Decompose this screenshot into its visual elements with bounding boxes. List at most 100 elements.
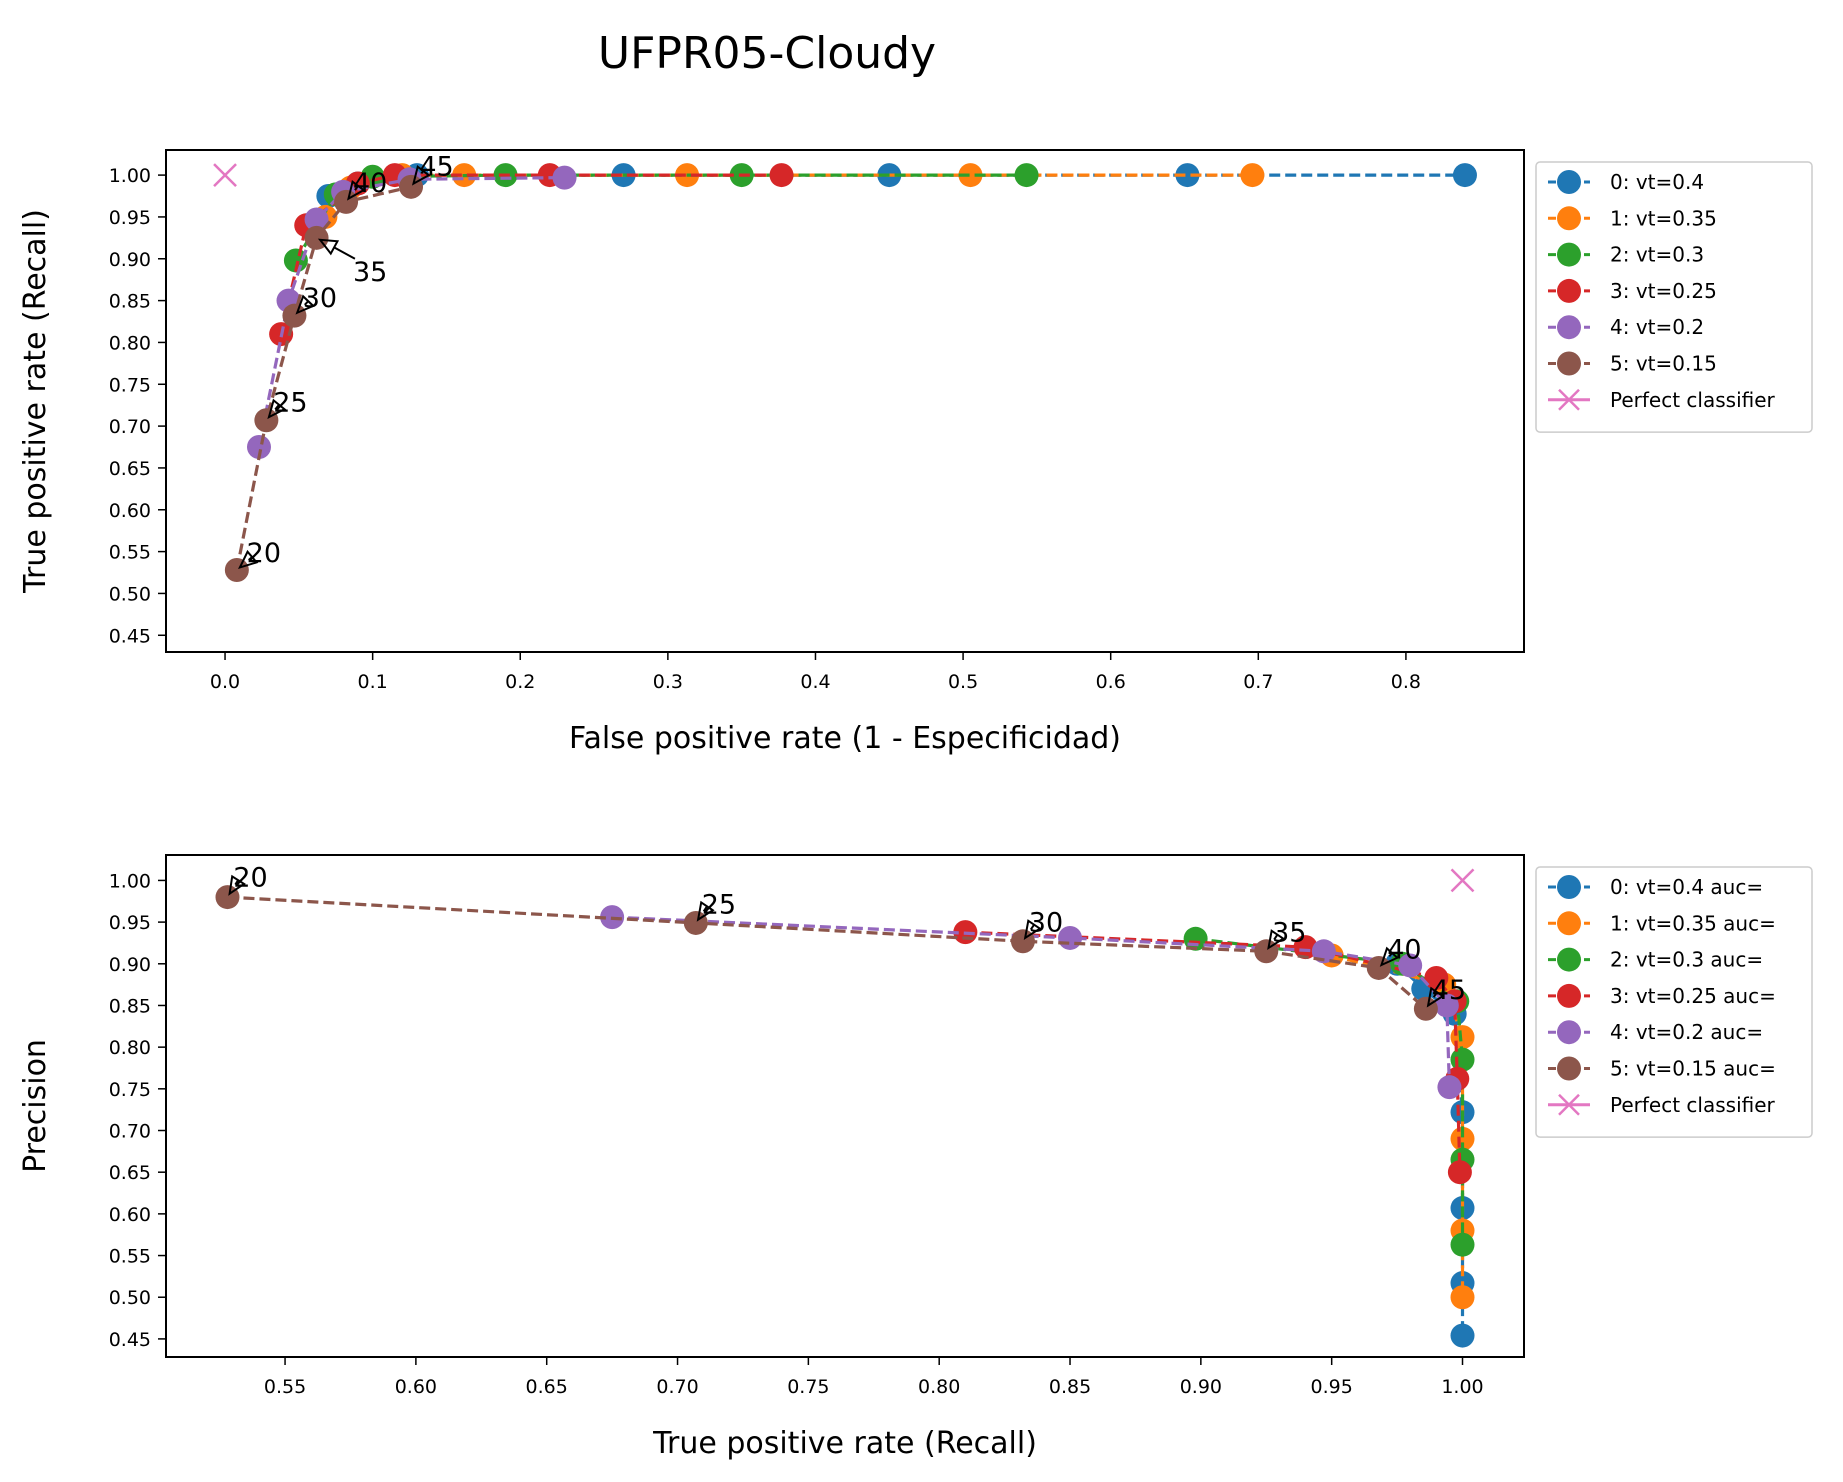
pr-legend-item: Perfect classifier bbox=[1548, 1093, 1776, 1117]
roc-legend-item: 2: vt=0.3 bbox=[1548, 242, 1704, 267]
roc-legend-item: 0: vt=0.4 bbox=[1548, 170, 1704, 194]
roc-y-tick-label: 0.70 bbox=[109, 416, 151, 438]
roc-legend-swatch bbox=[1557, 170, 1581, 194]
roc-data-point bbox=[224, 558, 249, 583]
pr-data-point bbox=[1293, 935, 1318, 960]
roc-plot-frame bbox=[165, 149, 1525, 653]
pr-annotation-label: 30 bbox=[1029, 908, 1063, 939]
pr-y-tick-label: 1.00 bbox=[109, 870, 151, 892]
pr-data-point bbox=[1398, 953, 1423, 978]
pr-series-4 bbox=[600, 905, 1462, 1100]
roc-annotation: 30 bbox=[295, 283, 337, 315]
pr-x-tick-label: 0.70 bbox=[656, 1376, 698, 1398]
pr-y-tick-label: 0.80 bbox=[109, 1037, 151, 1059]
pr-data-point bbox=[1447, 1160, 1472, 1185]
roc-legend-label: 1: vt=0.35 bbox=[1610, 206, 1717, 230]
pr-series-line bbox=[1195, 937, 1465, 1245]
pr-legend-item: 5: vt=0.15 auc= bbox=[1548, 1056, 1776, 1081]
pr-x-tick-label: 1.00 bbox=[1441, 1376, 1483, 1398]
pr-legend-swatch bbox=[1557, 947, 1581, 972]
roc-y-tick-label: 0.50 bbox=[109, 583, 151, 605]
pr-legend-swatch bbox=[1557, 875, 1581, 899]
roc-y-tick-label: 0.75 bbox=[109, 374, 151, 396]
roc-data-point bbox=[1014, 163, 1039, 188]
roc-data-point bbox=[304, 207, 329, 232]
roc-plot-area bbox=[213, 163, 1477, 583]
pr-y-tick-label: 0.95 bbox=[109, 912, 151, 934]
pr-annotation: 35 bbox=[1267, 918, 1306, 951]
roc-legend: 0: vt=0.4 1: vt=0.35 2: vt=0.3 3: vt=0.25 4:… bbox=[1535, 161, 1813, 433]
pr-annotation: 45 bbox=[1426, 975, 1466, 1008]
roc-y-tick-label: 0.60 bbox=[109, 500, 151, 522]
pr-data-point bbox=[1311, 939, 1336, 964]
roc-legend-swatch bbox=[1557, 351, 1581, 376]
roc-x-tick-label: 0.5 bbox=[948, 671, 978, 693]
pr-x-tick-label: 0.85 bbox=[1049, 1376, 1091, 1398]
pr-y-tick-label: 0.75 bbox=[109, 1079, 151, 1101]
pr-data-point bbox=[1434, 993, 1459, 1018]
pr-x-axis-label: True positive rate (Recall) bbox=[652, 1426, 1037, 1461]
pr-data-point bbox=[1450, 1126, 1475, 1151]
pr-y-tick-label: 0.45 bbox=[109, 1329, 151, 1351]
roc-legend-item: 4: vt=0.2 bbox=[1548, 315, 1704, 340]
pr-legend-item: 0: vt=0.4 auc= bbox=[1548, 875, 1763, 899]
pr-data-point bbox=[1424, 965, 1449, 990]
roc-annotation-arrow-head bbox=[237, 549, 259, 570]
roc-legend-label: 0: vt=0.4 bbox=[1610, 170, 1704, 194]
roc-annotation-arrow-head bbox=[295, 294, 316, 315]
roc-legend-label: 5: vt=0.15 bbox=[1610, 352, 1717, 376]
roc-legend-item: 3: vt=0.25 bbox=[1548, 278, 1717, 303]
pr-y-tick-label: 0.55 bbox=[109, 1246, 151, 1268]
roc-x-tick-label: 0.3 bbox=[653, 671, 683, 693]
roc-legend-swatch bbox=[1558, 388, 1580, 411]
roc-legend-item: 5: vt=0.15 bbox=[1548, 351, 1717, 376]
roc-legend-swatch bbox=[1557, 315, 1581, 340]
roc-x-tick-label: 0.4 bbox=[800, 671, 830, 693]
roc-legend-label: 3: vt=0.25 bbox=[1610, 279, 1717, 303]
pr-legend-label: Perfect classifier bbox=[1610, 1093, 1776, 1117]
pr-annotation-arrow-head bbox=[1023, 919, 1042, 941]
roc-annotation-arrow-head bbox=[346, 179, 366, 201]
roc-legend-item: Perfect classifier bbox=[1548, 388, 1776, 412]
roc-series-0 bbox=[316, 163, 1477, 209]
roc-y-tick-label: 0.85 bbox=[109, 291, 151, 313]
roc-legend-swatch bbox=[1557, 242, 1581, 267]
pr-y-tick-label: 0.65 bbox=[109, 1162, 151, 1184]
roc-annotation-label: 35 bbox=[353, 257, 387, 288]
pr-y-axis-label: Precision bbox=[18, 1039, 53, 1173]
roc-data-point bbox=[552, 165, 577, 190]
roc-x-tick-label: 0.0 bbox=[210, 671, 240, 693]
roc-annotation-label: 20 bbox=[247, 538, 281, 569]
roc-legend-label: 4: vt=0.2 bbox=[1610, 315, 1704, 339]
pr-data-point bbox=[1366, 955, 1391, 980]
roc-annotation-label: 25 bbox=[273, 387, 307, 418]
pr-legend-swatch bbox=[1557, 1056, 1581, 1081]
roc-x-tick-label: 0.7 bbox=[1243, 671, 1273, 693]
pr-y-tick-label: 0.60 bbox=[109, 1204, 151, 1226]
roc-x-tick-label: 0.6 bbox=[1096, 671, 1126, 693]
roc-y-tick-label: 0.65 bbox=[109, 458, 151, 480]
pr-perfect-classifier-marker bbox=[1450, 868, 1475, 893]
roc-data-point bbox=[1452, 163, 1477, 188]
pr-x-tick-label: 0.90 bbox=[1180, 1376, 1222, 1398]
pr-legend-label: 3: vt=0.25 auc= bbox=[1610, 984, 1776, 1008]
pr-annotation-label: 45 bbox=[1432, 975, 1466, 1006]
roc-annotation: 40 bbox=[346, 168, 387, 201]
pr-annotation-arrow-head bbox=[696, 900, 715, 922]
precision-recall-chart: 0.55 0.60 0.65 0.70 0.75 0.80 0.85 0.90 0.95 1.00… bbox=[18, 854, 1813, 1461]
roc-legend-item: 1: vt=0.35 bbox=[1548, 206, 1717, 231]
pr-y-tick-label: 0.90 bbox=[109, 954, 151, 976]
pr-annotation: 20 bbox=[228, 863, 268, 896]
pr-legend: 0: vt=0.4 auc= 1: vt=0.35 auc= 2: vt=0.3 a… bbox=[1535, 866, 1813, 1138]
roc-annotation-label: 45 bbox=[419, 151, 453, 182]
roc-y-axis-label: True positive rate (Recall) bbox=[18, 209, 53, 594]
roc-legend-swatch bbox=[1557, 278, 1581, 303]
pr-plot-frame bbox=[165, 854, 1525, 1358]
figure-title: UFPR05-Cloudy bbox=[598, 28, 936, 79]
pr-annotation-arrow-head bbox=[1426, 986, 1445, 1008]
pr-y-tick-label: 0.70 bbox=[109, 1121, 151, 1143]
pr-legend-swatch bbox=[1557, 1020, 1581, 1045]
pr-series-5 bbox=[215, 885, 1438, 1021]
